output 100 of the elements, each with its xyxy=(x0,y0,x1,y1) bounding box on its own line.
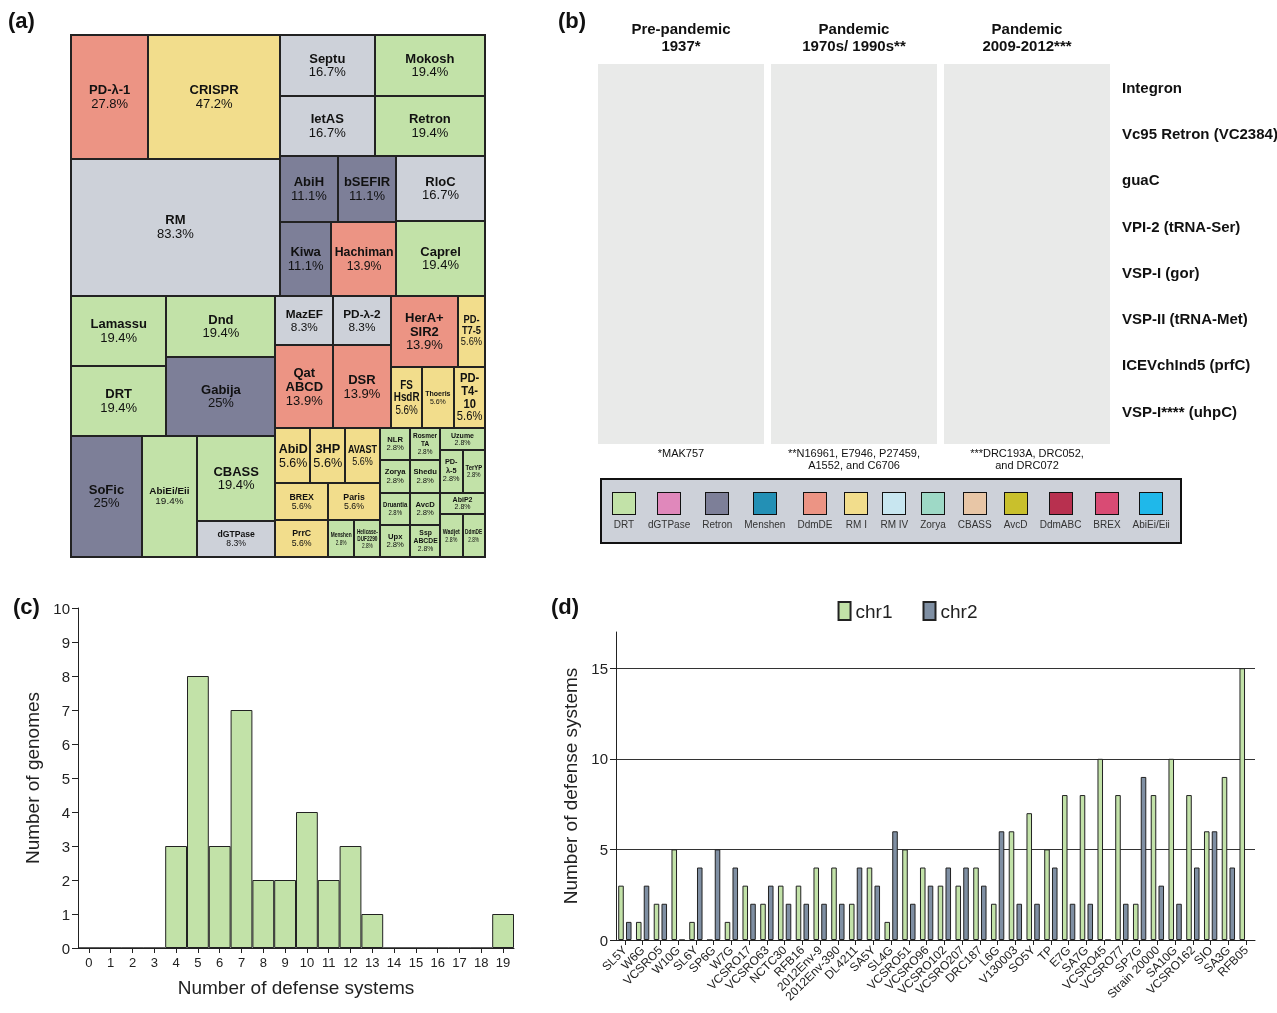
data-label: 5.6% xyxy=(352,454,374,468)
category-label: Vc95 Retron (VC2384) xyxy=(1122,124,1277,142)
data-label: 13.9% xyxy=(346,257,382,273)
text: **N16961, E7946, P27459, A1552, and C6706 xyxy=(786,447,922,471)
x-tick-label: 13 xyxy=(365,955,380,970)
category-label: Integron xyxy=(1122,78,1182,96)
category-label: BREX xyxy=(289,491,314,502)
category-label: dGTPase xyxy=(648,519,691,530)
category-label: AbiEi/Eii xyxy=(1132,519,1170,530)
category-label: PD-λ-5 xyxy=(444,457,459,476)
data-label: 13.9% xyxy=(405,337,443,353)
y-tick-label: 2 xyxy=(61,871,70,889)
category-label: DSR xyxy=(348,372,376,388)
text: (b) xyxy=(558,8,587,34)
category-label: VPI-2 (tRNA-Ser) xyxy=(1122,217,1241,235)
chart-title: (c) xyxy=(13,593,40,619)
x-axis-title: Number of defense systems xyxy=(177,977,415,998)
category-label: Gabija xyxy=(201,381,241,397)
data-label: 11.1% xyxy=(290,187,327,203)
y-tick-label: 3 xyxy=(61,837,70,855)
category-label: VSP-I**** (uhpC) xyxy=(1122,402,1238,420)
category-label: RloC xyxy=(425,173,456,189)
data-label: 83.3% xyxy=(156,226,194,242)
category-label: AbiD xyxy=(278,441,308,457)
x-tick-label: 10 xyxy=(299,955,315,970)
data-label: 5.6% xyxy=(291,537,312,548)
data-label: 13.9% xyxy=(343,385,381,401)
data-label: 5.6% xyxy=(460,335,483,348)
category-label: Paris xyxy=(343,491,365,502)
text: Pandemic 2009-2012*** xyxy=(981,20,1073,54)
x-tick-label: 1 xyxy=(107,955,115,970)
category-label: DRT xyxy=(105,386,133,402)
category-label: DdmABC xyxy=(1039,519,1082,530)
x-tick-label: 11 xyxy=(321,955,336,970)
x-tick-label: 15 xyxy=(408,955,424,970)
category-label: DdmDE xyxy=(797,519,833,530)
category-label: AbiEi/Eii xyxy=(149,484,190,497)
category-label: CBASS xyxy=(213,463,259,479)
data-label: 5.6% xyxy=(456,409,483,424)
data-label: 19.4% xyxy=(100,399,138,415)
y-tick-label: 15 xyxy=(591,659,608,677)
category-label: VSP-I (gor) xyxy=(1122,263,1200,281)
x-tick-label: 8 xyxy=(259,955,267,970)
data-label: 5.6% xyxy=(278,454,308,470)
x-tick-label: 18 xyxy=(474,955,489,970)
text: *MAK757 xyxy=(656,447,706,459)
category-label: SoFic xyxy=(88,481,125,497)
x-tick-label: 12 xyxy=(343,955,358,970)
x-tick-label: 5 xyxy=(194,955,202,970)
category-label: Retron xyxy=(702,519,733,530)
data-label: 5.6% xyxy=(344,500,365,511)
category-label: guaC xyxy=(1122,171,1160,189)
category-label: AbiH xyxy=(293,174,325,190)
category-label: PrrC xyxy=(292,528,312,539)
data-label: 11.1% xyxy=(287,257,324,273)
x-tick-label: 14 xyxy=(386,955,402,970)
category-label: CBASS xyxy=(957,519,992,530)
data-label: 8.3% xyxy=(290,319,318,333)
y-tick-label: 9 xyxy=(61,633,70,651)
text: Pandemic 1970s/ 1990s** xyxy=(801,20,907,54)
category-label: dGTPase xyxy=(217,528,255,539)
category-label: 3HP xyxy=(315,441,341,457)
category-label: RM I xyxy=(845,519,867,530)
y-axis-title: Number of genomes xyxy=(22,691,43,865)
legend-label: chr1 xyxy=(855,600,893,622)
data-label: 2.8% xyxy=(442,474,460,484)
text: ***DRC193A, DRC052, and DRC072 xyxy=(969,447,1085,471)
data-label: 19.4% xyxy=(100,329,138,345)
category-label: Retron xyxy=(408,111,451,127)
data-label: 5.6% xyxy=(313,454,343,470)
category-label: CRISPR xyxy=(189,82,239,98)
data-label: 19.4% xyxy=(411,64,449,80)
data-label: 16.7% xyxy=(308,124,346,140)
data-label: 16.7% xyxy=(422,187,459,203)
category-label: RM xyxy=(165,212,186,228)
data-label: 19.4% xyxy=(155,495,184,507)
data-label: 47.2% xyxy=(195,95,233,111)
data-label: 5.6% xyxy=(291,500,312,511)
data-label: 8.3% xyxy=(226,537,247,548)
category-label: DRT xyxy=(613,519,635,530)
category-label: Mokosh xyxy=(405,50,455,66)
category-label: Qat ABCD xyxy=(284,365,325,394)
category-label: Dnd xyxy=(208,311,234,327)
category-label: PD-λ-2 xyxy=(343,307,381,321)
category-label: RM IV xyxy=(880,519,909,530)
category-label: Zorya xyxy=(920,519,946,530)
y-tick-label: 7 xyxy=(61,701,70,719)
y-tick-label: 6 xyxy=(61,735,70,753)
data-label: 19.4% xyxy=(217,477,255,493)
category-label: AVAST xyxy=(348,443,378,456)
y-axis-title: Number of defense systems xyxy=(560,667,581,905)
category-label: PD-λ-1 xyxy=(89,82,131,98)
y-tick-label: 5 xyxy=(61,769,70,787)
data-label: 11.1% xyxy=(349,187,385,203)
text: Pre-pandemic 1937* xyxy=(630,20,732,54)
x-tick-label: 3 xyxy=(150,955,158,970)
category-label: bSEFIR xyxy=(343,174,391,190)
category-label: Caprel xyxy=(420,243,461,259)
category-label: Septu xyxy=(309,50,346,66)
x-tick-label: 7 xyxy=(237,955,246,970)
